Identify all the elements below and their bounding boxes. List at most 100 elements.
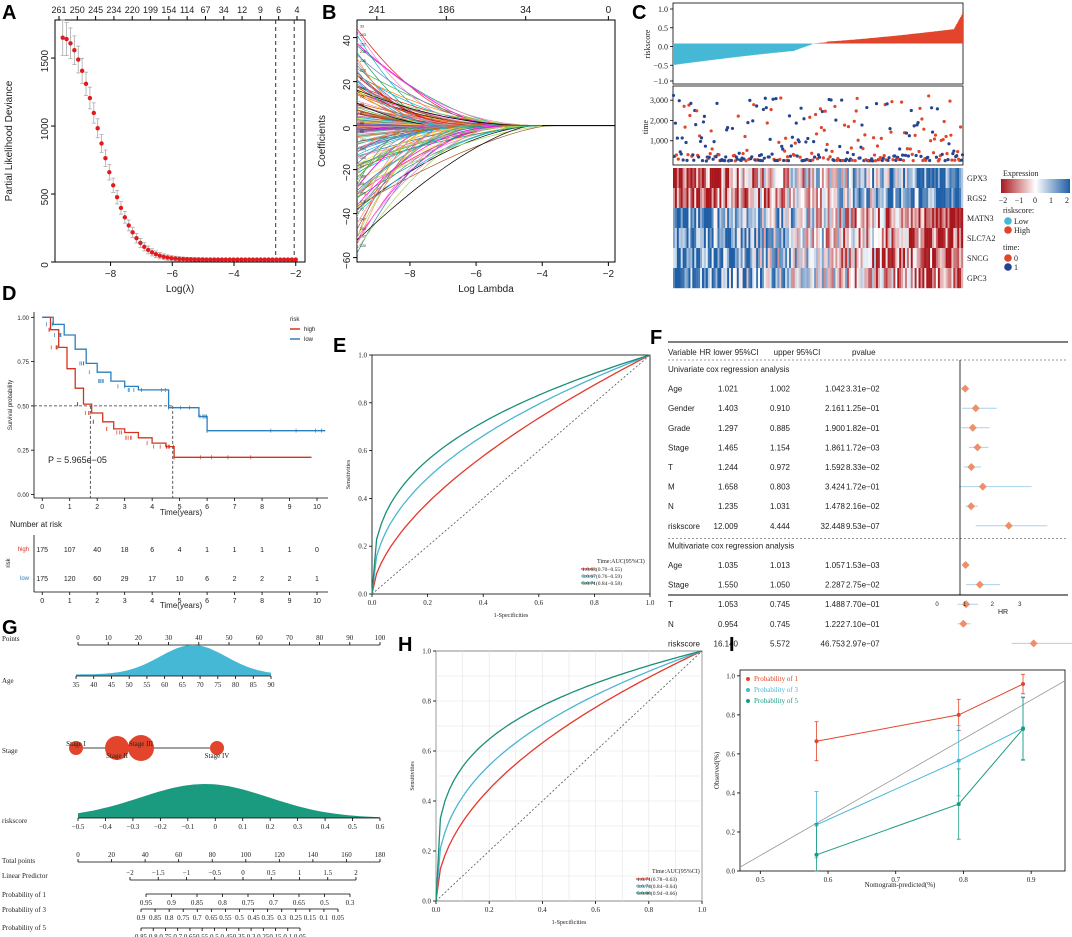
roc-curve xyxy=(371,354,651,595)
heatmap-cell xyxy=(887,268,890,289)
heatmap-cell xyxy=(864,208,867,229)
heatmap-cell xyxy=(698,248,701,269)
path-index-label: 64 xyxy=(360,164,364,168)
y-tick-label: 0.50 xyxy=(17,404,29,410)
y-tick-label: 1.0 xyxy=(422,648,431,656)
gene-label: MATN3 xyxy=(967,214,994,223)
heatmap-cell xyxy=(823,168,826,189)
heatmap-cell xyxy=(715,188,718,209)
scale-tick-label: 0.1 xyxy=(320,914,329,922)
row-upper: 1.592 xyxy=(825,463,846,472)
heatmap-cell xyxy=(843,208,846,229)
heatmap-cell xyxy=(937,208,940,229)
heatmap-cell xyxy=(818,188,821,209)
path-index-label: 247 xyxy=(360,218,366,222)
scale-tick-label: −1.5 xyxy=(152,869,165,877)
survival-time-point xyxy=(942,119,946,124)
deviance-point xyxy=(114,195,120,200)
heatmap-cell xyxy=(858,248,861,269)
heatmap-cell xyxy=(698,188,701,209)
calibration-point xyxy=(1021,682,1026,687)
survival-time-point xyxy=(919,154,923,159)
row-pvalue: 8.33e−02 xyxy=(846,463,880,472)
heatmap-cell xyxy=(922,188,925,209)
heatmap-cell xyxy=(850,268,853,289)
heatmap-cell xyxy=(901,268,904,289)
scale-tick-label: 0.45 xyxy=(220,933,233,937)
heatmap-cell xyxy=(752,268,755,289)
heatmap-cell xyxy=(916,228,919,249)
heatmap-cell xyxy=(810,188,813,209)
heatmap-cell xyxy=(769,268,772,289)
heatmap-cell xyxy=(866,228,869,249)
row-pvalue: 2.97e−07 xyxy=(846,639,880,648)
heatmap-cell xyxy=(860,188,863,209)
heatmap-cell xyxy=(893,188,896,209)
header-hr: HR xyxy=(699,348,711,357)
heatmap-cell xyxy=(812,208,815,229)
heatmap-cell xyxy=(951,268,954,289)
survival-curve-low xyxy=(42,316,326,432)
heatmap-cell xyxy=(715,208,718,229)
heatmap-cell xyxy=(937,228,940,249)
risk-row-label: high xyxy=(18,547,29,553)
survival-time-point xyxy=(797,140,801,144)
heatmap-cell xyxy=(854,208,857,229)
heatmap-cell xyxy=(953,168,956,189)
heatmap-cell xyxy=(926,228,929,249)
heatmap-cell xyxy=(939,168,942,189)
heatmap-cell xyxy=(912,248,915,269)
survival-time-point xyxy=(780,144,784,148)
heatmap-cell xyxy=(758,208,761,229)
scale-tick-label: 0.8 xyxy=(165,914,174,922)
heatmap-cell xyxy=(682,268,685,289)
scale-tick-label: 0.05 xyxy=(294,933,307,937)
heatmap-cell xyxy=(773,188,776,209)
time-axis-title: time xyxy=(641,119,650,134)
survival-time-point xyxy=(872,153,877,157)
scale-tick-label: 0 xyxy=(76,634,80,642)
heatmap-cell xyxy=(719,268,722,289)
survival-time-point xyxy=(858,156,862,160)
heatmap-cell xyxy=(887,208,890,229)
survival-time-point xyxy=(723,159,727,163)
survival-time-point xyxy=(889,130,893,134)
heatmap-cell xyxy=(694,248,697,269)
heatmap-cell xyxy=(955,208,958,229)
heatmap-cell xyxy=(934,228,937,249)
row-upper: 3.424 xyxy=(825,483,846,492)
heatmap-cell xyxy=(872,228,875,249)
scale-tick-label: 0.85 xyxy=(135,933,148,937)
heatmap-cell xyxy=(794,188,797,209)
section-title: Univariate cox regression analysis xyxy=(668,365,789,374)
heatmap-cell xyxy=(874,168,877,189)
path-index-label: 120 xyxy=(360,244,366,248)
heatmap-cell xyxy=(910,208,913,229)
survival-time-point xyxy=(960,153,965,157)
heatmap-cell xyxy=(841,208,844,229)
heatmap-cell xyxy=(734,168,737,189)
row-hr: 1.297 xyxy=(718,424,739,433)
row-hr: 1.035 xyxy=(718,561,739,570)
survival-time-point xyxy=(762,156,766,160)
deviance-point xyxy=(145,247,151,253)
heatmap-cell xyxy=(790,168,794,189)
survival-time-point xyxy=(922,127,926,131)
row-label-p1: Probability of 1 xyxy=(2,891,46,899)
heatmap-cell xyxy=(781,188,784,209)
scale-tick-label: 40 xyxy=(142,851,150,859)
heatmap-cell xyxy=(734,228,737,249)
heatmap-cell xyxy=(717,208,720,229)
risk-row-label: low xyxy=(20,576,30,582)
heatmap-cell xyxy=(711,188,714,209)
survival-time-point xyxy=(947,142,951,146)
heatmap-cell xyxy=(804,248,807,269)
roc-curve xyxy=(435,650,703,902)
survival-time-point xyxy=(806,136,810,141)
heatmap-cell xyxy=(845,248,848,269)
deviance-point xyxy=(153,252,159,257)
heatmap-cell xyxy=(881,268,884,289)
row-variable: N xyxy=(668,502,674,511)
heatmap-cell xyxy=(845,168,848,189)
heatmap-cell xyxy=(705,268,708,289)
